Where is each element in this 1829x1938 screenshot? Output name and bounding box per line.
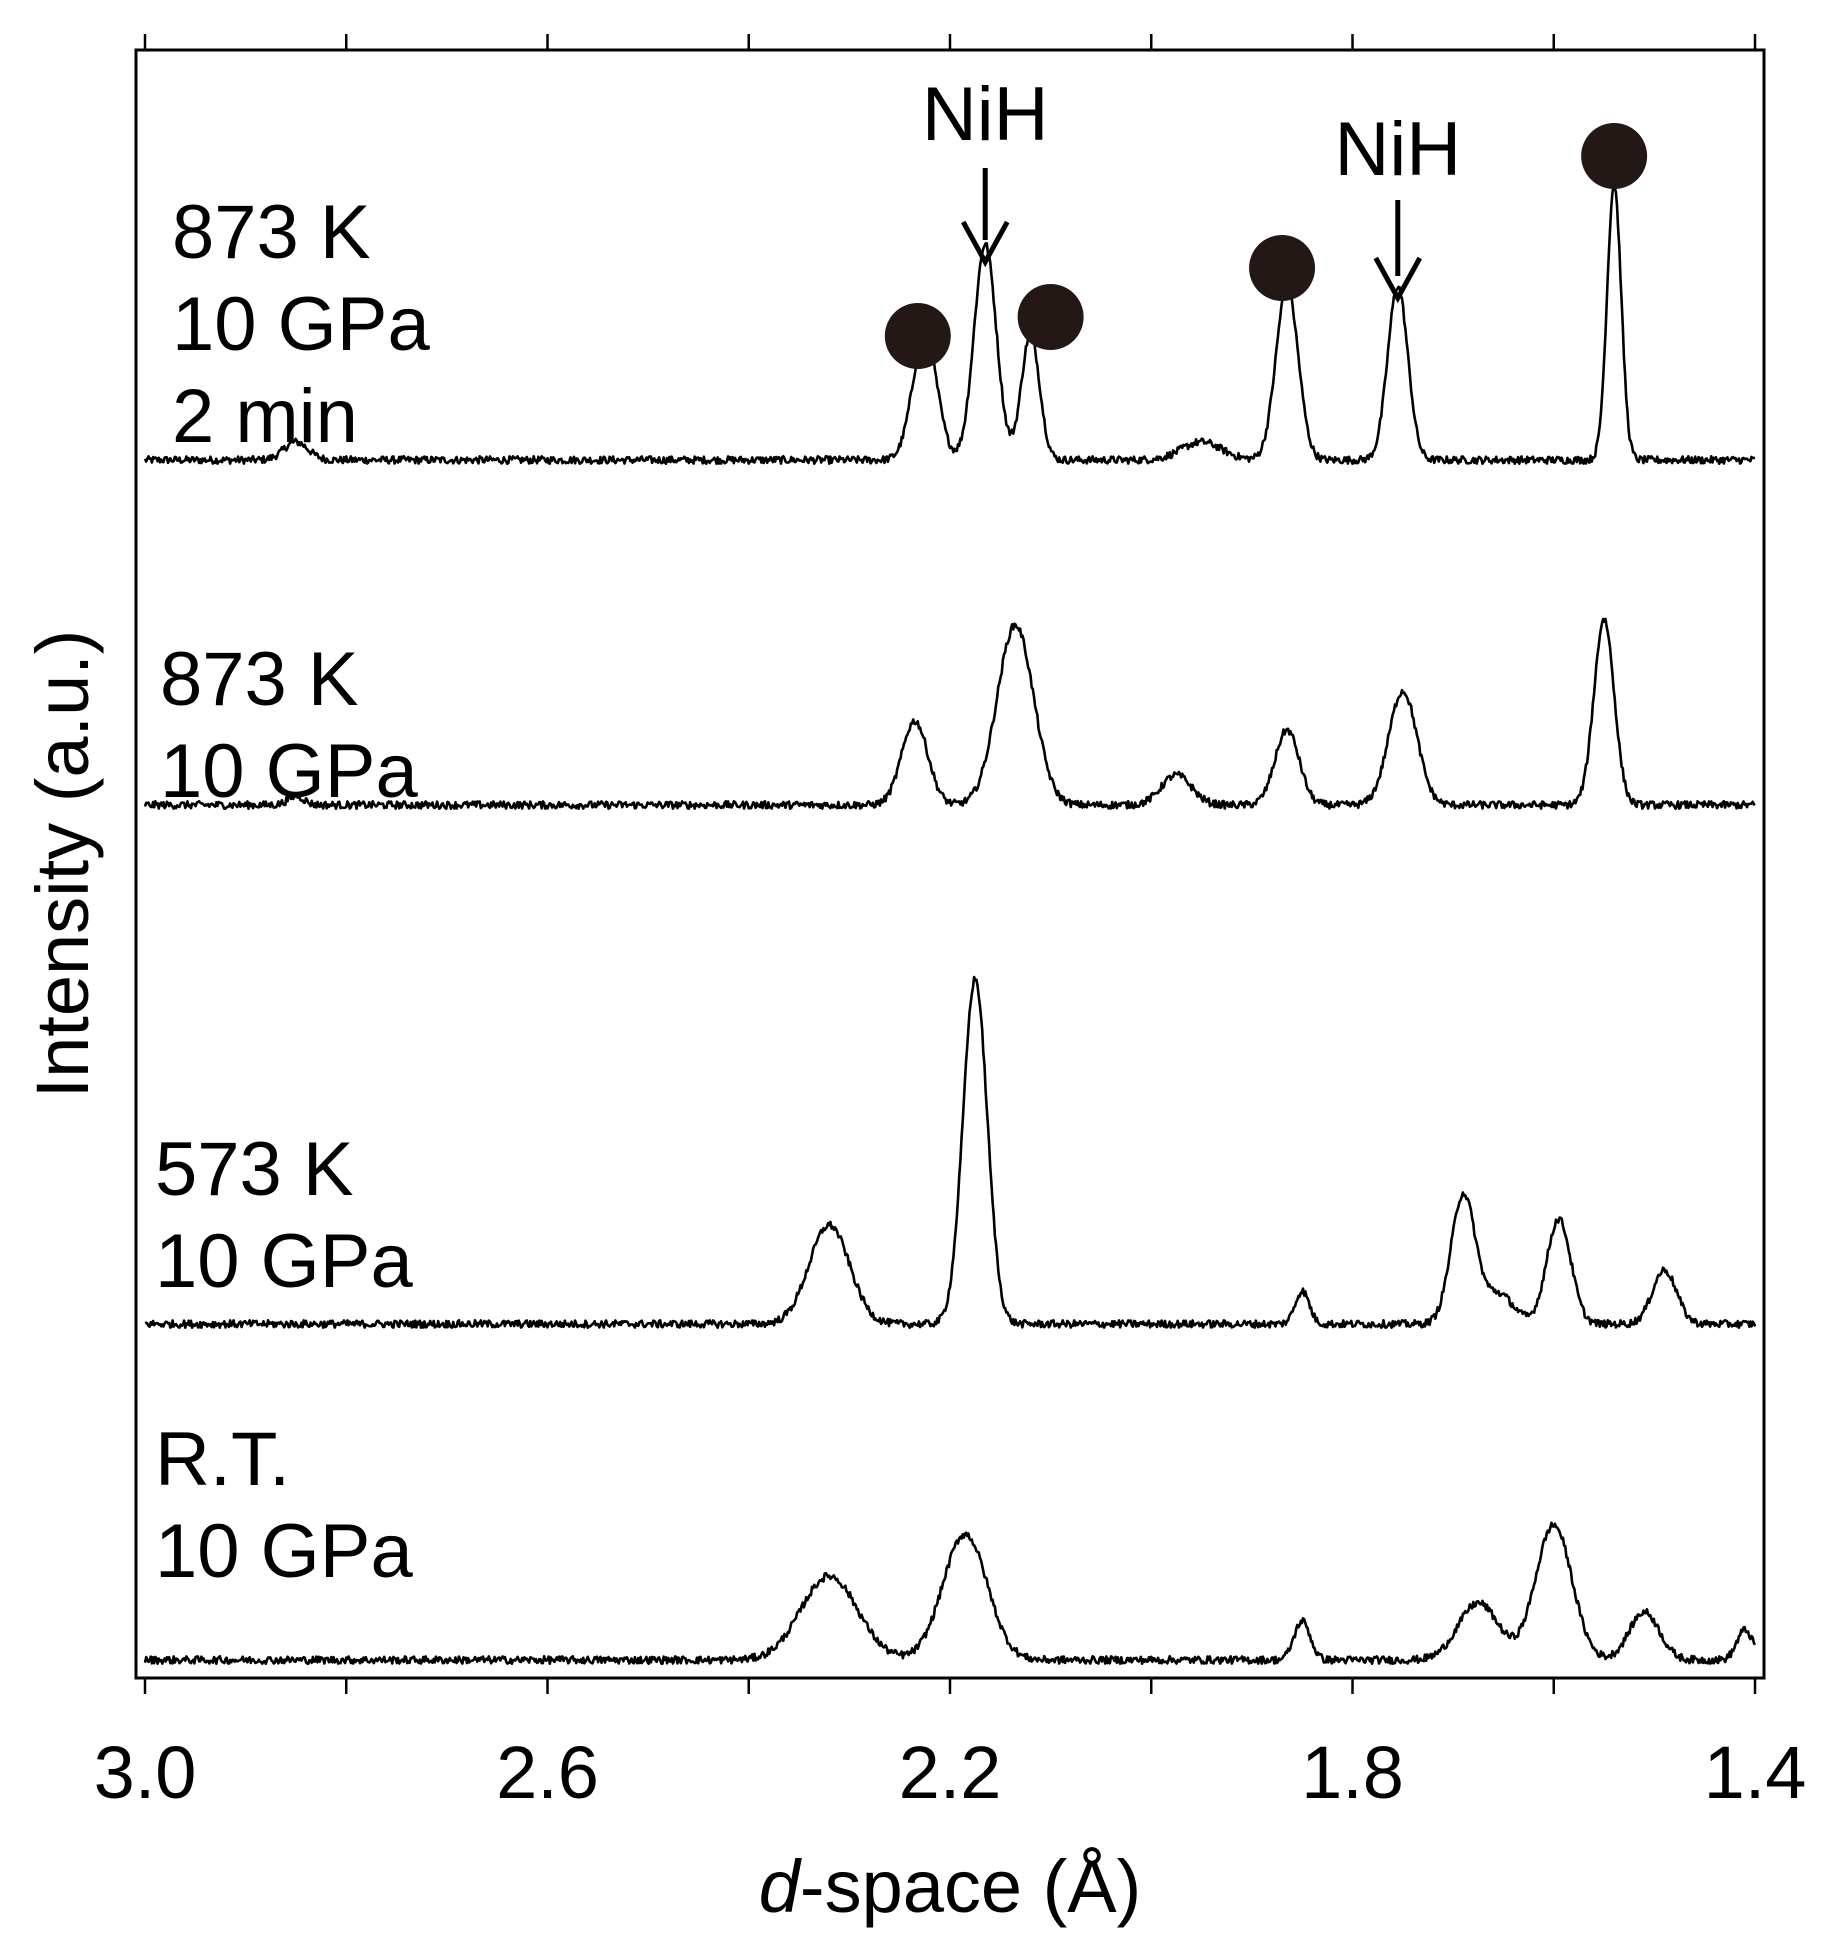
series-line-1 — [143, 617, 1756, 810]
axis-ticks — [143, 34, 1757, 1694]
phase-marker — [1017, 284, 1084, 350]
series-group — [143, 183, 1757, 1665]
phase-marker — [1581, 123, 1648, 189]
series-label-1-line-0: 873 K — [160, 637, 359, 722]
x-axis-label-rest: -space (Å) — [800, 1845, 1141, 1928]
annotations: NiH NiH — [884, 72, 1648, 369]
phase-marker — [1249, 235, 1316, 301]
phase-marker — [884, 303, 951, 369]
series-label-0-line-0: 873 K — [172, 190, 371, 275]
x-tick-labels: 3.0 2.6 2.2 1.8 1.4 — [94, 1731, 1807, 1814]
y-axis-label: Intensity (a.u.) — [21, 630, 104, 1099]
x-tick-label: 1.8 — [1301, 1731, 1404, 1814]
series-label-1-line-1: 10 GPa — [160, 729, 418, 814]
series-line-3 — [143, 1521, 1757, 1665]
x-axis-label: d-space (Å) — [759, 1845, 1141, 1928]
series-label-0-line-2: 2 min — [172, 374, 358, 459]
nih-arrow-head — [961, 220, 1010, 268]
x-tick-label: 1.4 — [1704, 1731, 1807, 1814]
nih-label: NiH — [1334, 107, 1461, 192]
x-tick-label: 2.6 — [496, 1731, 599, 1814]
nih-arrow-head — [1373, 256, 1422, 304]
series-label-0-line-1: 10 GPa — [172, 282, 430, 367]
series-label-2-line-1: 10 GPa — [155, 1219, 413, 1304]
nih-label: NiH — [922, 72, 1049, 157]
series-label-3-line-0: R.T. — [155, 1417, 290, 1502]
x-axis-label-italic: d — [759, 1845, 803, 1928]
series-line-0 — [143, 183, 1756, 465]
x-tick-label: 2.2 — [899, 1731, 1002, 1814]
series-line-2 — [144, 975, 1757, 1329]
series-label-2-line-0: 573 K — [155, 1127, 354, 1212]
series-label-3-line-1: 10 GPa — [155, 1509, 413, 1594]
x-tick-label: 3.0 — [94, 1731, 197, 1814]
